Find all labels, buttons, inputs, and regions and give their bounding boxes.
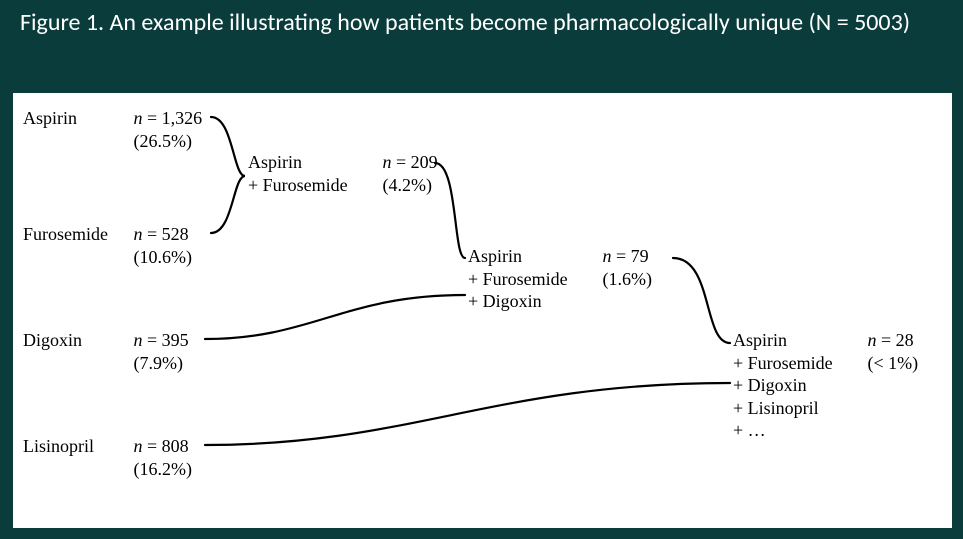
n-stat: n = 395 (7.9%) <box>134 329 189 374</box>
slide: Figure 1. An example illustrating how pa… <box>0 0 963 539</box>
n-value: n = 395 <box>134 330 189 350</box>
pct-value: (7.9%) <box>134 353 183 373</box>
node-aspirin: Aspirin n = 1,326 (26.5%) <box>23 107 202 152</box>
drug-list: Aspirin+ Furosemide+ Digoxin <box>468 245 598 313</box>
drug-list: Furosemide <box>23 223 129 246</box>
n-value: n = 28 <box>868 330 914 350</box>
drug-list: Lisinopril <box>23 435 129 458</box>
pct-value: (1.6%) <box>603 269 652 289</box>
n-stat: n = 79 (1.6%) <box>603 245 652 290</box>
n-value: n = 808 <box>134 436 189 456</box>
figure-title: Figure 1. An example illustrating how pa… <box>20 8 920 38</box>
n-value: n = 1,326 <box>134 108 203 128</box>
node-furosemide: Furosemide n = 528 (10.6%) <box>23 223 192 268</box>
pct-value: (10.6%) <box>134 247 192 267</box>
n-value: n = 79 <box>603 246 649 266</box>
drug-list: Aspirin+ Furosemide+ Digoxin+ Lisinopril… <box>733 329 863 442</box>
n-stat: n = 209 (4.2%) <box>383 151 438 196</box>
node-combo-all: Aspirin+ Furosemide+ Digoxin+ Lisinopril… <box>733 329 918 442</box>
drug-list: Aspirin+ Furosemide <box>248 151 378 196</box>
connector <box>435 163 465 258</box>
node-combo-aspirin-furosemide: Aspirin+ Furosemide n = 209 (4.2%) <box>248 151 438 196</box>
pct-value: (< 1%) <box>868 353 919 373</box>
n-value: n = 209 <box>383 152 438 172</box>
n-stat: n = 1,326 (26.5%) <box>134 107 203 152</box>
n-value: n = 528 <box>134 224 189 244</box>
drug-list: Digoxin <box>23 329 129 352</box>
connector <box>211 117 245 233</box>
n-stat: n = 528 (10.6%) <box>134 223 192 268</box>
n-stat: n = 808 (16.2%) <box>134 435 192 480</box>
figure-panel: Aspirin n = 1,326 (26.5%) Furosemide n =… <box>12 92 953 529</box>
connector <box>673 258 730 343</box>
pct-value: (4.2%) <box>383 175 432 195</box>
node-lisinopril: Lisinopril n = 808 (16.2%) <box>23 435 192 480</box>
connector <box>205 383 730 445</box>
figure-inner: Aspirin n = 1,326 (26.5%) Furosemide n =… <box>13 93 952 528</box>
pct-value: (16.2%) <box>134 459 192 479</box>
node-combo-aspirin-furosemide-digoxin: Aspirin+ Furosemide+ Digoxin n = 79 (1.6… <box>468 245 652 313</box>
node-digoxin: Digoxin n = 395 (7.9%) <box>23 329 189 374</box>
connector <box>205 295 465 339</box>
n-stat: n = 28 (< 1%) <box>868 329 919 374</box>
drug-list: Aspirin <box>23 107 129 130</box>
pct-value: (26.5%) <box>134 131 192 151</box>
